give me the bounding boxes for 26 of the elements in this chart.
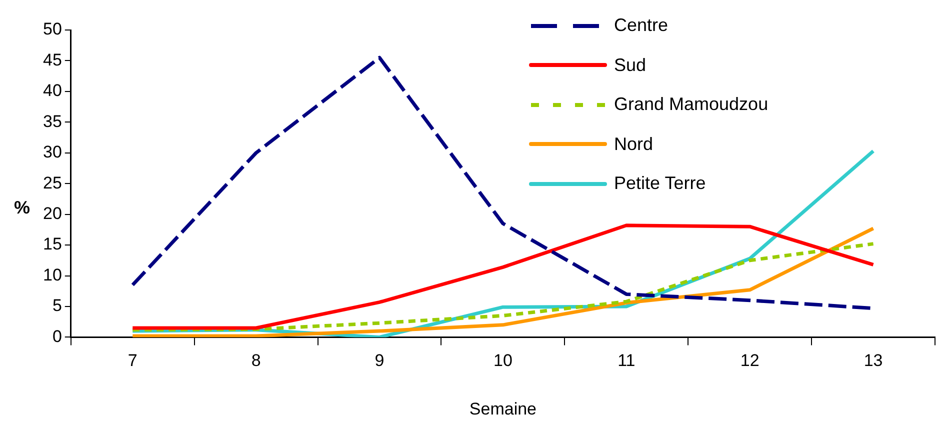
x-tick-label: 8: [251, 351, 261, 370]
legend-label: Grand Mamoudzou: [614, 94, 768, 116]
y-axis-title: %: [14, 198, 30, 218]
y-tick-label: 10: [42, 265, 62, 284]
x-tick-label: 9: [374, 351, 384, 370]
y-tick-label: 25: [42, 173, 62, 192]
y-tick-label: 30: [42, 142, 62, 162]
y-tick-label: 0: [52, 326, 62, 346]
line-series: [130, 242, 876, 332]
y-tick-label: 45: [42, 50, 62, 70]
legend-label: Sud: [614, 54, 646, 76]
x-tick-label: 12: [740, 351, 760, 370]
x-tick-label: 7: [128, 351, 138, 370]
x-axis-title: Semaine: [469, 399, 537, 418]
y-tick-label: 5: [52, 296, 62, 316]
y-tick-label: 20: [42, 204, 62, 224]
x-tick-label: 13: [864, 351, 883, 370]
x-tick-label: 11: [618, 351, 636, 370]
y-tick-label: 35: [42, 112, 62, 131]
legend-label: Centre: [614, 15, 668, 36]
y-tick-label: 50: [42, 20, 62, 39]
legend-label: Nord: [614, 134, 654, 155]
y-tick-label: 40: [42, 81, 62, 100]
x-tick-label: 10: [493, 351, 512, 370]
legend-label: Petite Terre: [614, 173, 706, 194]
y-tick-label: 15: [42, 234, 62, 254]
